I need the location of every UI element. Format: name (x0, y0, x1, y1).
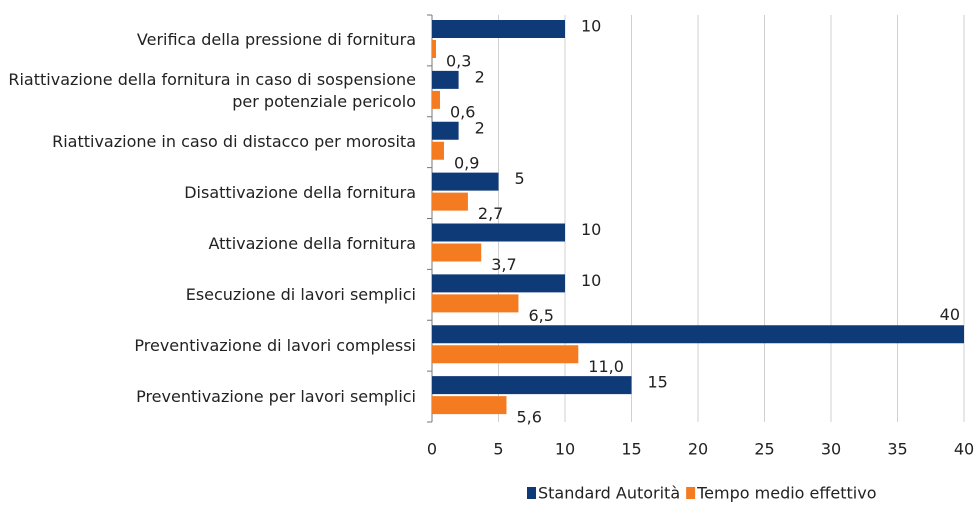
bar (432, 20, 565, 38)
x-tick-label: 15 (621, 440, 641, 459)
legend-swatch (686, 487, 696, 499)
bar (432, 121, 459, 140)
value-label: 5,6 (516, 408, 541, 427)
bar (432, 345, 579, 364)
value-label: 11,0 (588, 357, 624, 376)
x-tick-label: 0 (427, 440, 437, 459)
bar (432, 396, 507, 415)
x-tick-label: 40 (954, 440, 974, 459)
legend-label: Tempo medio effettivo (696, 484, 876, 503)
bar (432, 90, 440, 109)
value-label: 2,7 (478, 204, 503, 223)
value-label: 3,7 (491, 255, 516, 274)
category-label: Verifica della pressione di fornitura (136, 30, 416, 50)
bar (432, 192, 468, 211)
bar (432, 274, 565, 293)
value-label: 0,3 (446, 52, 471, 71)
x-tick-label: 35 (887, 440, 907, 459)
value-label: 10 (581, 271, 601, 290)
value-label: 2 (475, 67, 485, 86)
x-tick-label: 5 (493, 440, 503, 459)
category-label: Disattivazione della fornitura (184, 183, 416, 203)
value-label: 5 (515, 169, 525, 188)
bar (432, 40, 436, 58)
value-label: 0,9 (454, 153, 479, 172)
legend-swatch (527, 487, 536, 499)
bar (432, 70, 459, 89)
value-label: 10 (581, 17, 601, 36)
category-label: Esecuzione di lavori semplici (185, 284, 416, 304)
bar (432, 325, 964, 344)
category-label: Preventivazione per lavori semplici (136, 386, 416, 406)
bar (432, 294, 519, 313)
x-tick-label: 20 (688, 440, 708, 459)
bar (432, 243, 482, 262)
value-label: 2 (475, 118, 485, 137)
value-label: 40 (940, 305, 960, 324)
bar (432, 223, 565, 242)
category-label: Riattivazione in caso di distacco per mo… (52, 132, 416, 152)
x-tick-label: 30 (821, 440, 841, 459)
bar (432, 172, 499, 191)
category-label: Preventivazione di lavori complessi (134, 335, 416, 355)
legend-label: Standard Autorità (538, 484, 680, 503)
value-label: 0,6 (450, 102, 475, 121)
category-label: Attivazione della fornitura (208, 233, 416, 253)
x-tick-label: 25 (754, 440, 774, 459)
category-label: Riattivazione della fornitura in caso di… (8, 70, 416, 112)
value-label: 15 (648, 373, 668, 392)
x-tick-label: 10 (555, 440, 575, 459)
value-label: 6,5 (528, 306, 553, 325)
bar (432, 376, 632, 395)
value-label: 10 (581, 220, 601, 239)
bar (432, 141, 444, 160)
